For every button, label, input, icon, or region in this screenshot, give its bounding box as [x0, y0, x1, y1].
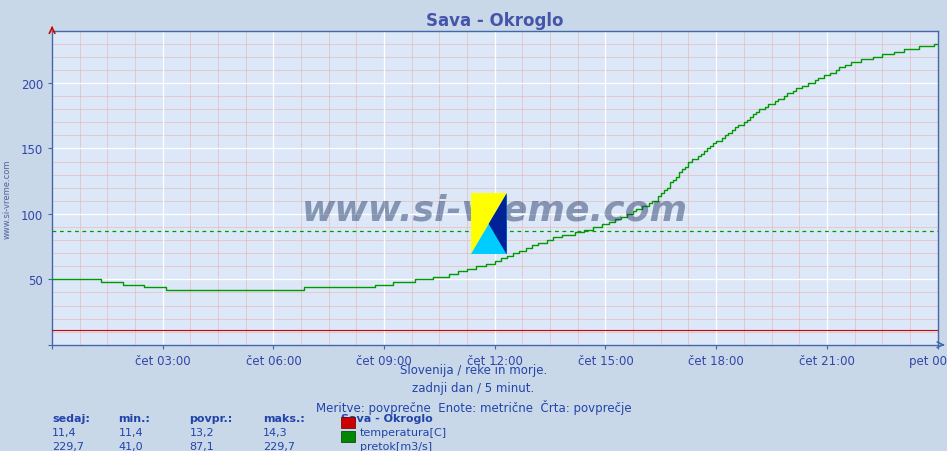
- Text: Slovenija / reke in morje.: Slovenija / reke in morje.: [400, 363, 547, 376]
- Polygon shape: [471, 194, 507, 255]
- Text: sedaj:: sedaj:: [52, 413, 90, 423]
- Text: 11,4: 11,4: [118, 427, 143, 437]
- Text: pretok[m3/s]: pretok[m3/s]: [360, 441, 432, 451]
- Text: povpr.:: povpr.:: [189, 413, 233, 423]
- Text: 229,7: 229,7: [263, 441, 295, 451]
- Text: zadnji dan / 5 minut.: zadnji dan / 5 minut.: [412, 381, 535, 394]
- Polygon shape: [489, 194, 507, 255]
- Text: 11,4: 11,4: [52, 427, 77, 437]
- Text: 14,3: 14,3: [263, 427, 288, 437]
- Text: Meritve: povprečne  Enote: metrične  Črta: povprečje: Meritve: povprečne Enote: metrične Črta:…: [315, 399, 632, 414]
- Text: 13,2: 13,2: [189, 427, 214, 437]
- Text: www.si-vreme.com: www.si-vreme.com: [302, 193, 688, 227]
- Text: min.:: min.:: [118, 413, 151, 423]
- Text: www.si-vreme.com: www.si-vreme.com: [3, 159, 12, 238]
- Polygon shape: [471, 194, 507, 255]
- Text: Sava - Okroglo: Sava - Okroglo: [341, 413, 433, 423]
- Text: 87,1: 87,1: [189, 441, 214, 451]
- Text: temperatura[C]: temperatura[C]: [360, 427, 447, 437]
- Text: 229,7: 229,7: [52, 441, 84, 451]
- Text: maks.:: maks.:: [263, 413, 305, 423]
- Title: Sava - Okroglo: Sava - Okroglo: [426, 12, 563, 30]
- Text: 41,0: 41,0: [118, 441, 143, 451]
